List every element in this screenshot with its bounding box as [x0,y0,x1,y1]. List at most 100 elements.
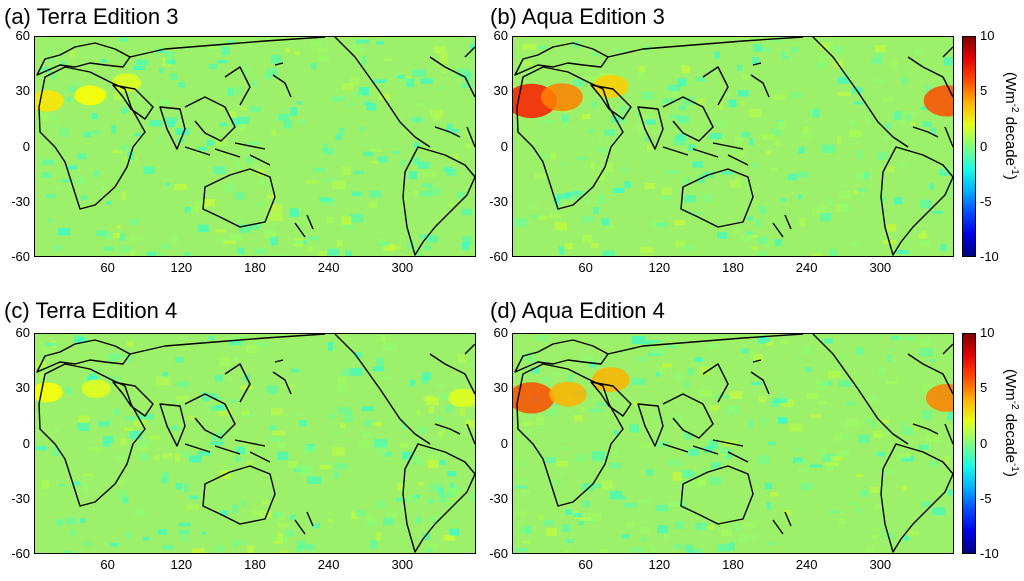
noise-cell [515,548,528,552]
panel-b-title: (b) Aqua Edition 3 [490,4,665,29]
noise-cell [412,157,420,165]
noise-cell [469,493,475,501]
noise-cell [428,406,435,413]
noise-cell [137,440,151,448]
noise-cell [439,459,446,465]
noise-cell [437,487,444,495]
noise-cell [249,106,262,112]
noise-cell [740,100,745,106]
noise-cell [338,127,345,136]
noise-cell [434,46,446,54]
noise-cell [208,336,215,341]
noise-cell [235,192,245,200]
noise-cell [257,202,263,207]
noise-cell [170,73,178,80]
noise-cell [296,545,303,552]
noise-cell [215,545,225,553]
noise-cell [235,334,248,343]
noise-cell [422,533,431,540]
noise-cell [121,465,126,470]
noise-cell [113,455,127,460]
noise-cell [376,357,384,367]
noise-cell [608,462,622,469]
noise-cell [365,520,378,527]
noise-cell [770,167,779,172]
noise-cell [675,240,685,248]
noise-cell [646,469,653,476]
noise-cell [728,99,737,108]
noise-cell [272,430,286,436]
noise-cell [651,129,664,134]
noise-cell [202,392,210,402]
noise-cell [42,159,55,165]
y-tick-label: 30 [15,83,30,99]
noise-cell [720,91,731,97]
noise-cell [461,208,472,216]
noise-cell [422,183,433,188]
noise-cell [721,171,734,175]
noise-cell [561,114,569,123]
noise-cell [309,39,322,46]
noise-cell [930,183,934,190]
noise-cell [175,395,189,403]
asia-coastline [129,37,326,142]
noise-cell [652,416,662,422]
noise-cell [643,113,656,119]
noise-cell [661,187,672,196]
africa-coastline [516,66,624,210]
x-tick-label: 120 [648,260,671,275]
noise-cell [518,461,526,466]
noise-cell [178,522,191,527]
australia-coastline [680,465,754,525]
noise-cell [593,207,599,214]
y-tick-label: 60 [493,325,508,340]
noise-cell [73,82,84,86]
noise-cell [276,451,289,461]
colorbar-tick-label: -5 [980,193,992,209]
noise-cell [655,504,669,512]
noise-cell [673,543,685,550]
arabia-coastline [112,84,154,120]
colorbar-tick-label: -10 [980,546,999,561]
noise-cell [765,342,774,346]
noise-cell [649,339,662,344]
x-tick-label: 300 [391,260,414,275]
noise-cell [343,413,354,423]
noise-cell [787,173,797,181]
noise-cell [159,67,164,74]
noise-cell [418,191,432,197]
noise-cell [590,162,595,170]
newzealand-coastline [294,511,314,535]
colorbar-tick-label: 10 [980,28,995,43]
noise-cell [692,161,703,168]
noise-cell [81,131,89,136]
noise-cell [383,342,397,351]
noise-cell [428,448,433,453]
noise-cell [102,440,110,447]
panel-c-map [34,333,476,554]
noise-cell [84,541,92,546]
noise-cell [224,183,236,193]
noise-cell [462,236,472,246]
trend-hotspot [448,388,475,408]
trend-hotspot [923,85,953,117]
noise-cell [717,543,731,552]
noise-cell [876,151,889,161]
noise-cell [772,94,786,100]
noise-cell [610,490,623,500]
noise-cell [54,186,60,190]
noise-cell [116,490,128,499]
noise-cell [257,168,265,177]
noise-cell [363,100,372,105]
noise-cell [429,515,440,525]
y-tick-label: -30 [489,193,508,209]
noise-cell [428,543,438,549]
noise-cell [521,422,533,426]
noise-cell [871,419,876,428]
noise-cell [412,117,423,123]
noise-cell [721,529,733,536]
noise-cell [920,106,931,111]
noise-cell [274,254,287,256]
noise-cell [798,146,805,154]
noise-cell [917,233,929,239]
